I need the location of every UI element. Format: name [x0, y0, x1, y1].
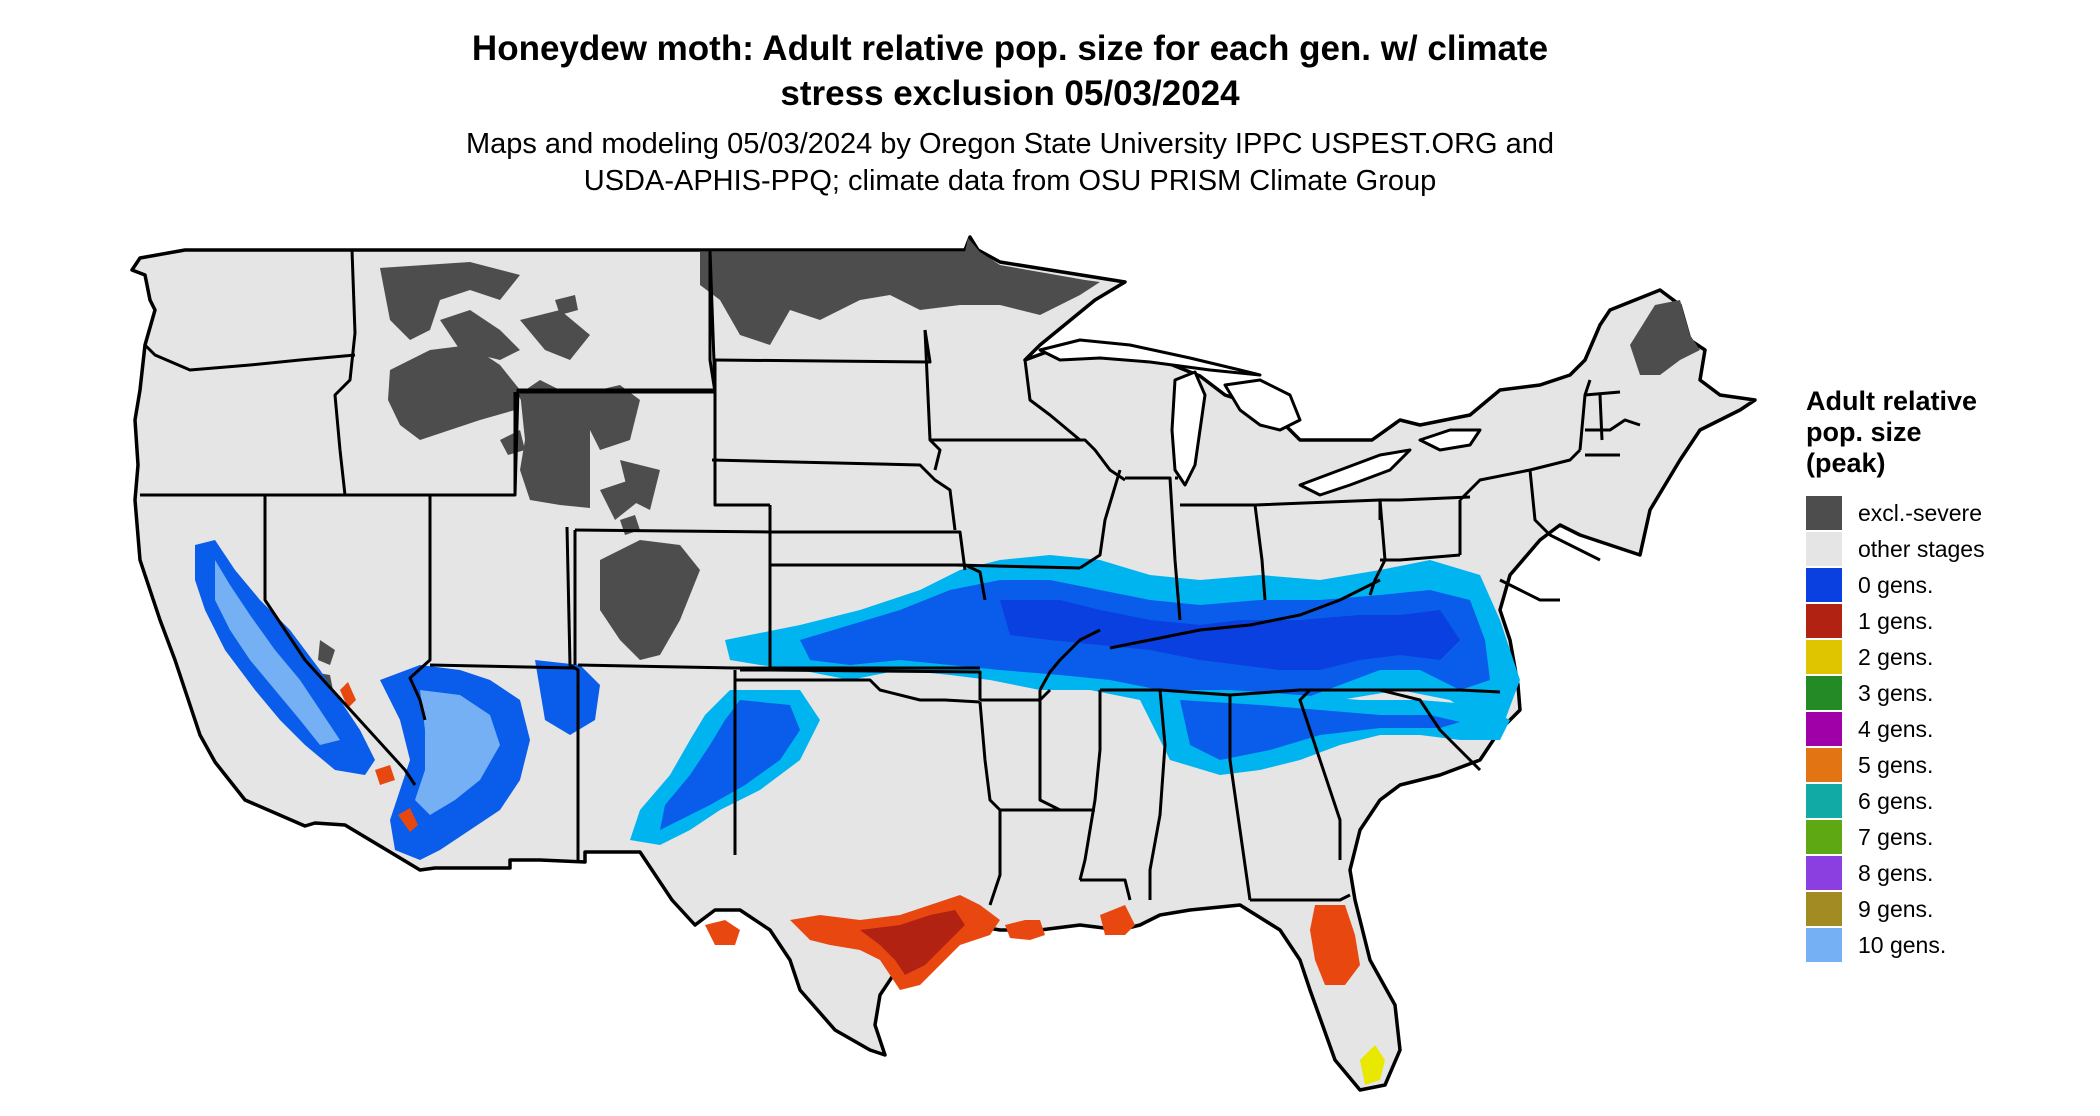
legend-items: excl.-severe other stages 0 gens. 1 gens…: [1806, 495, 2086, 963]
legend-label: 0 gens.: [1858, 571, 1934, 598]
state-borders: [140, 249, 1641, 906]
legend-swatch: [1806, 496, 1842, 530]
legend-item: 4 gens.: [1806, 711, 2086, 747]
legend-label: excl.-severe: [1858, 499, 1982, 526]
map-title-line-1: Honeydew moth: Adult relative pop. size …: [471, 29, 1549, 68]
legend-title-line-2: pop. size: [1806, 417, 1922, 447]
legend-label: 10 gens.: [1858, 931, 1947, 958]
legend-label: 5 gens.: [1858, 751, 1934, 778]
great-lakes: [1038, 338, 1482, 497]
one-gen-areas: [340, 682, 1360, 990]
legend-swatch: [1806, 568, 1842, 602]
legend-label: 9 gens.: [1858, 895, 1934, 922]
legend-title-line-1: Adult relative: [1806, 386, 1978, 416]
legend-item: 10 gens.: [1806, 927, 2086, 963]
map-title-line-2: stress exclusion 05/03/2024: [780, 74, 1240, 113]
legend-item: 3 gens.: [1806, 675, 2086, 711]
legend-swatch: [1806, 856, 1842, 890]
legend-item: 6 gens.: [1806, 783, 2086, 819]
legend-swatch: [1806, 748, 1842, 782]
legend-label: 1 gens.: [1858, 607, 1934, 634]
legend-item: 7 gens.: [1806, 819, 2086, 855]
map-title: Honeydew moth: Adult relative pop. size …: [300, 26, 1720, 116]
legend-label: 4 gens.: [1858, 715, 1934, 742]
legend-item: 8 gens.: [1806, 855, 2086, 891]
legend-swatch: [1806, 532, 1842, 566]
legend-swatch: [1806, 712, 1842, 746]
legend-label: other stages: [1858, 535, 1985, 562]
map-subtitle-line-2: USDA-APHIS-PPQ; climate data from OSU PR…: [583, 165, 1437, 197]
legend-swatch: [1806, 928, 1842, 962]
legend-swatch: [1806, 640, 1842, 674]
legend-item: 2 gens.: [1806, 639, 2086, 675]
two-gen-areas: [1360, 1045, 1385, 1085]
legend-swatch: [1806, 784, 1842, 818]
legend-label: 3 gens.: [1858, 679, 1934, 706]
legend-label: 2 gens.: [1858, 643, 1934, 670]
map-subtitle-line-1: Maps and modeling 05/03/2024 by Oregon S…: [465, 128, 1555, 160]
legend-label: 8 gens.: [1858, 859, 1934, 886]
legend-item: 0 gens.: [1806, 567, 2086, 603]
legend-swatch: [1806, 604, 1842, 638]
exclusion-areas: [300, 238, 1700, 705]
legend-title: Adult relative pop. size (peak): [1806, 386, 2086, 479]
legend: Adult relative pop. size (peak) excl.-se…: [1806, 386, 2086, 963]
map-subtitle: Maps and modeling 05/03/2024 by Oregon S…: [300, 126, 1720, 200]
legend-item: excl.-severe: [1806, 495, 2086, 531]
legend-item: 9 gens.: [1806, 891, 2086, 927]
legend-item: other stages: [1806, 531, 2086, 567]
legend-label: 7 gens.: [1858, 823, 1934, 850]
legend-item: 5 gens.: [1806, 747, 2086, 783]
legend-label: 6 gens.: [1858, 787, 1934, 814]
legend-swatch: [1806, 820, 1842, 854]
legend-swatch: [1806, 892, 1842, 926]
legend-item: 1 gens.: [1806, 603, 2086, 639]
legend-swatch: [1806, 676, 1842, 710]
legend-title-line-3: (peak): [1806, 448, 1886, 478]
